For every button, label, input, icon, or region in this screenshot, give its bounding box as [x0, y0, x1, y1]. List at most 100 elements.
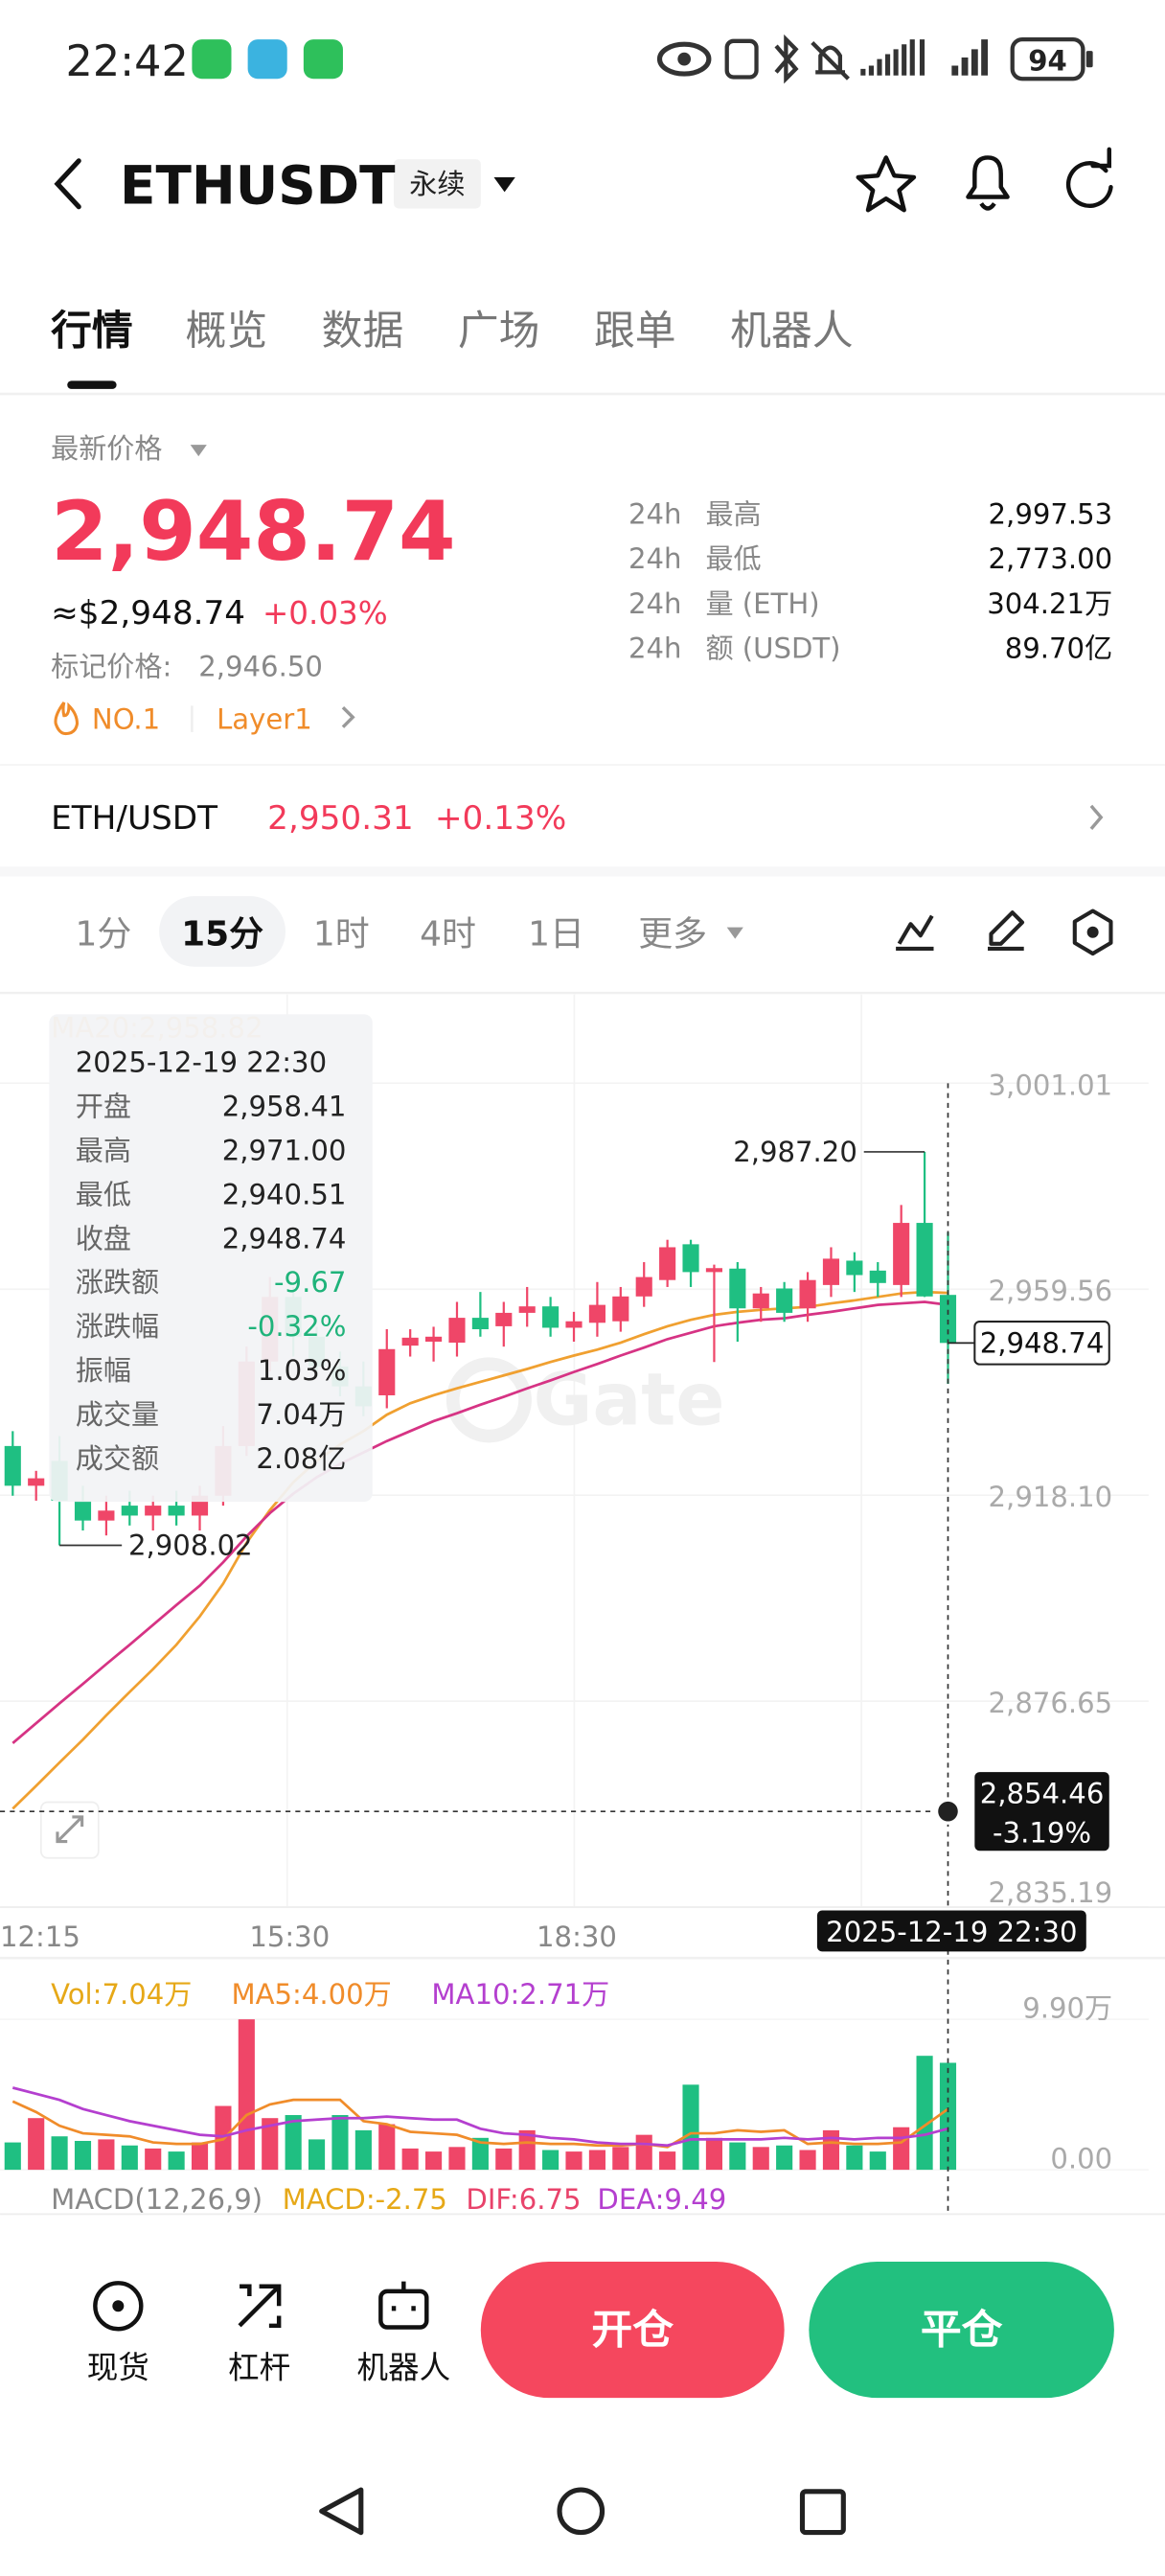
tooltip-value: -0.32%: [247, 1310, 346, 1343]
volume-bar: [28, 2118, 45, 2171]
chart-layer: 2,835.19 2,876.65 2,918.10 2,959.56 3,001.01…: [0, 994, 1165, 2216]
interval[interactable]: 1分: [75, 914, 131, 954]
spot-icon[interactable]: [112, 2300, 125, 2312]
volume-bar: [285, 2115, 302, 2171]
tooltip-value: 2.08亿: [256, 1442, 346, 1475]
bottom-item-label[interactable]: 现货: [87, 2350, 149, 2386]
volume-bar: [448, 2147, 466, 2171]
candle-body: [939, 1295, 957, 1344]
tooltip-label: 成交量: [76, 1398, 159, 1431]
chevron[interactable]: [341, 705, 355, 728]
expand-button[interactable]: [56, 1815, 84, 1844]
volume-bar: [74, 2140, 92, 2171]
y-tick-label: 2,918.10: [989, 1481, 1113, 1513]
spot-pair[interactable]: ETH/USDT: [51, 799, 218, 838]
back-button[interactable]: [54, 158, 81, 210]
stat-value: 304.21万: [987, 587, 1112, 620]
stat-label: 最低: [705, 542, 761, 575]
y-tick-label: 3,001.01: [989, 1069, 1113, 1101]
volume-bar: [518, 2129, 536, 2171]
stat-value: 2,773.00: [989, 542, 1113, 575]
nav-recents[interactable]: [799, 2489, 846, 2536]
tab[interactable]: 概览: [186, 308, 268, 356]
mark-price: 2,946.50: [198, 651, 323, 683]
candle-body: [612, 1296, 629, 1322]
tooltip-label: 振幅: [76, 1354, 131, 1387]
nav-back[interactable]: [319, 2487, 364, 2536]
dropdown-arrow[interactable]: [190, 445, 207, 457]
volume-bar: [612, 2147, 629, 2171]
mute-icon: [811, 41, 850, 80]
hot-icon: [54, 702, 80, 736]
candle-body: [448, 1318, 466, 1344]
interval[interactable]: 1时: [313, 914, 370, 954]
tooltip-label: 最低: [76, 1178, 131, 1210]
dropdown-arrow[interactable]: [493, 176, 515, 193]
x-tick-label: 15:30: [249, 1920, 330, 1953]
candle-body: [846, 1260, 863, 1276]
min-label: 2,908.02: [128, 1530, 253, 1562]
close-button[interactable]: [809, 2262, 1114, 2399]
candle-body: [822, 1258, 840, 1285]
app-icon: [247, 39, 287, 80]
tab[interactable]: 行情: [51, 308, 133, 356]
interval[interactable]: 15分: [181, 914, 263, 954]
robot-icon[interactable]: [391, 2281, 416, 2312]
crosshair-dot: [934, 1798, 962, 1825]
tab[interactable]: 机器人: [730, 308, 853, 356]
stat-period: 24h: [628, 587, 682, 620]
margin-icon[interactable]: [238, 2284, 282, 2329]
section-gap: [0, 866, 1165, 877]
candle-body: [425, 1336, 443, 1342]
alert-button[interactable]: [966, 155, 1010, 211]
chevron[interactable]: [1089, 804, 1104, 831]
stat-label: 量 (ETH): [705, 587, 819, 620]
volume-ma-line: [11, 2086, 948, 2148]
mark-price-label: 标记价格:: [51, 651, 171, 683]
favorite-button[interactable]: [856, 155, 917, 213]
sector-tag[interactable]: Layer1: [217, 702, 312, 735]
close-button-label[interactable]: 平仓: [921, 2307, 1003, 2355]
volume-bar: [238, 2019, 255, 2171]
indicator-button[interactable]: [896, 914, 934, 951]
tab[interactable]: 广场: [458, 308, 540, 356]
dropdown-arrow[interactable]: [726, 927, 743, 939]
volume-bar: [846, 2145, 863, 2171]
contract-type: 永续: [409, 168, 465, 200]
spot-price: 2,950.31: [267, 799, 414, 838]
candle-body: [145, 1506, 162, 1516]
tooltip-value: 2,958.41: [222, 1091, 347, 1123]
bluetooth-icon: [774, 34, 799, 84]
volume-bar: [542, 2150, 560, 2171]
bottom-item-label[interactable]: 机器人: [357, 2350, 451, 2386]
stat-label: 额 (USDT): [705, 632, 840, 665]
bottom-item-label[interactable]: 杠杆: [228, 2350, 290, 2386]
eye-icon: [677, 52, 692, 66]
spot-icon[interactable]: [93, 2281, 144, 2332]
draw-button[interactable]: [988, 910, 1025, 951]
tab[interactable]: 数据: [322, 308, 404, 356]
candle-body: [869, 1270, 886, 1283]
status-icons: [192, 34, 1093, 84]
contract-badge: [394, 159, 481, 209]
interval[interactable]: 1日: [528, 914, 584, 954]
volume-bar: [98, 2139, 115, 2171]
settings-button[interactable]: [1086, 926, 1099, 938]
share-button[interactable]: [1065, 147, 1113, 209]
open-button-label[interactable]: 开仓: [591, 2307, 674, 2355]
tab[interactable]: 跟单: [594, 308, 676, 356]
battery-tip: [1085, 51, 1093, 68]
settings-button[interactable]: [1072, 908, 1113, 956]
ma-line: [11, 1300, 948, 1744]
max-label: 2,987.20: [733, 1136, 857, 1168]
x-tick-label: 12:15: [0, 1920, 80, 1953]
interval[interactable]: 更多: [638, 914, 707, 954]
tooltip-label: 开盘: [76, 1091, 131, 1123]
nav-home[interactable]: [557, 2487, 605, 2536]
volume-bar: [168, 2151, 185, 2171]
candle-body: [893, 1223, 910, 1285]
open-button[interactable]: [480, 2262, 785, 2399]
latest-price-label: 最新价格: [51, 432, 162, 465]
candle-body: [565, 1321, 582, 1328]
interval[interactable]: 4时: [420, 914, 476, 954]
